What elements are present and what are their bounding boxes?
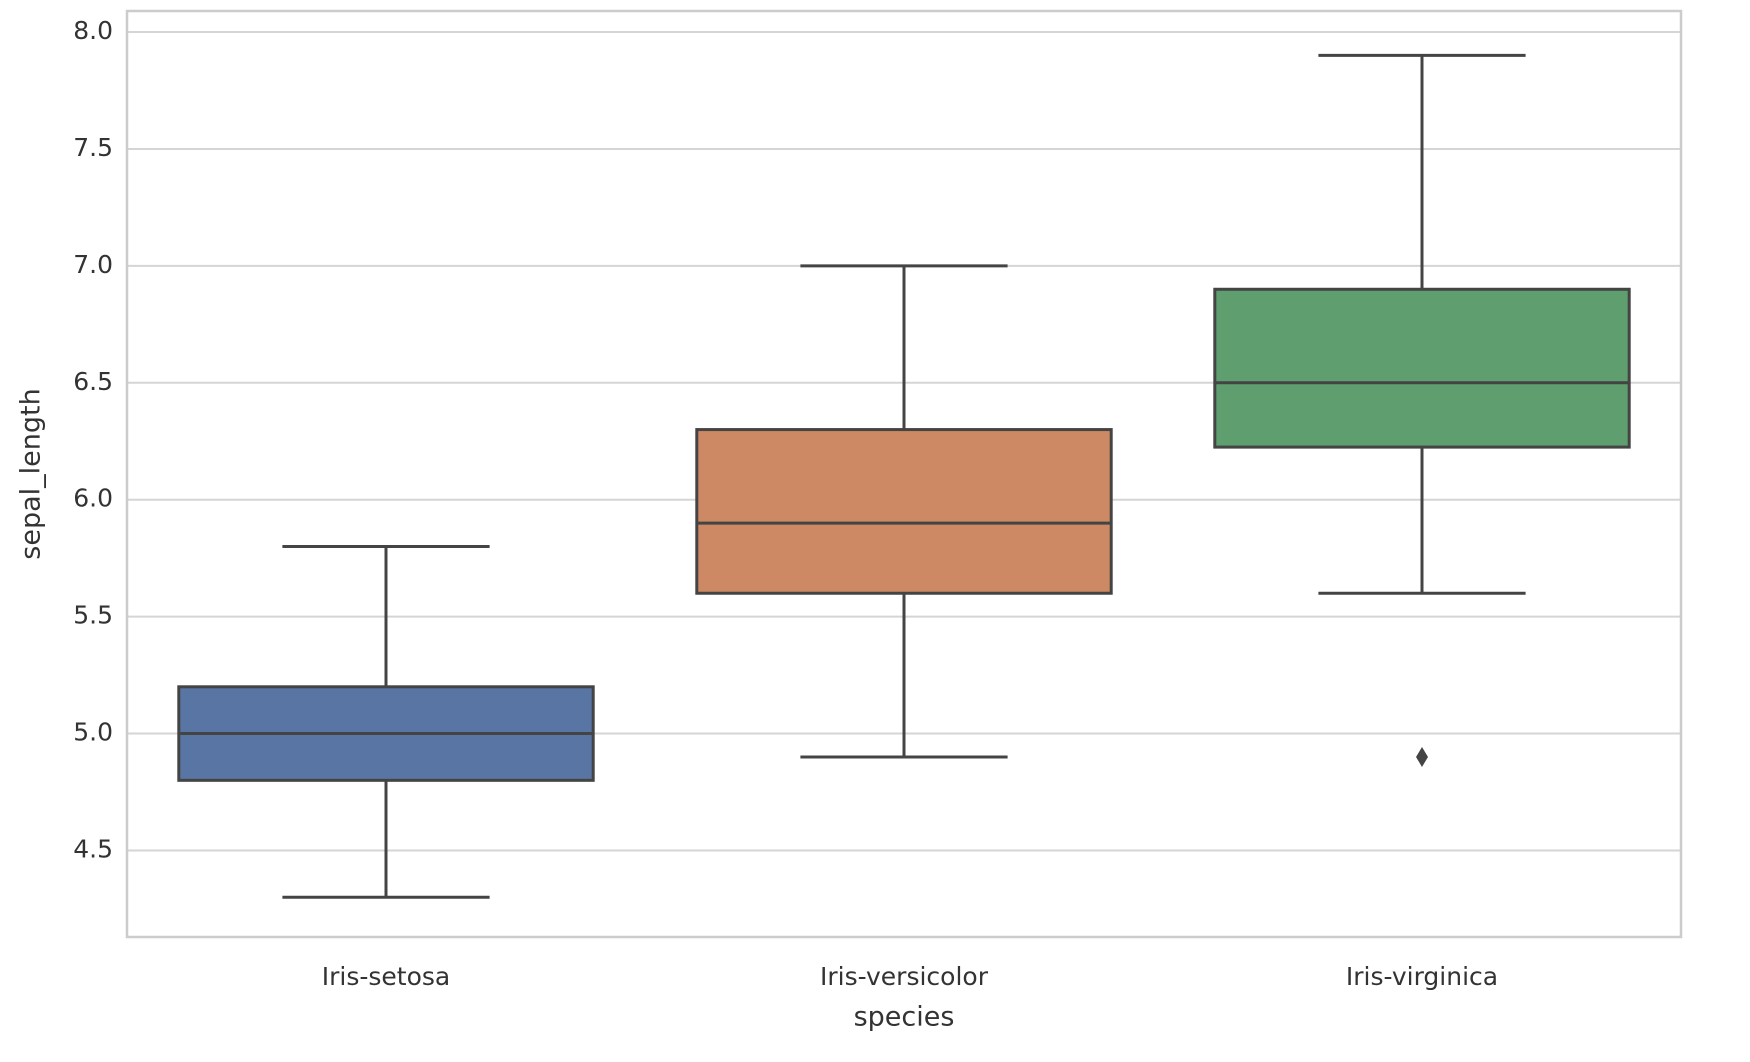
x-tick-label: Iris-virginica [1346, 962, 1498, 991]
y-tick-label: 5.5 [73, 601, 113, 630]
y-axis-label: sepal_length [16, 388, 47, 559]
x-tick-label: Iris-setosa [322, 962, 451, 991]
box [1213, 287, 1631, 449]
y-tick-label: 7.0 [73, 250, 113, 279]
outlier [1416, 746, 1428, 767]
y-tick-label: 4.5 [73, 834, 113, 863]
box [695, 428, 1113, 595]
y-tick-label: 8.0 [73, 16, 113, 45]
y-tick-label: 6.5 [73, 367, 113, 396]
plot-frame [125, 9, 1683, 939]
x-tick-label: Iris-versicolor [820, 962, 989, 991]
y-tick-label: 7.5 [73, 133, 113, 162]
y-tick-label: 6.0 [73, 484, 113, 513]
y-tick-label: 5.0 [73, 718, 113, 747]
x-axis-label: species [854, 1002, 955, 1033]
